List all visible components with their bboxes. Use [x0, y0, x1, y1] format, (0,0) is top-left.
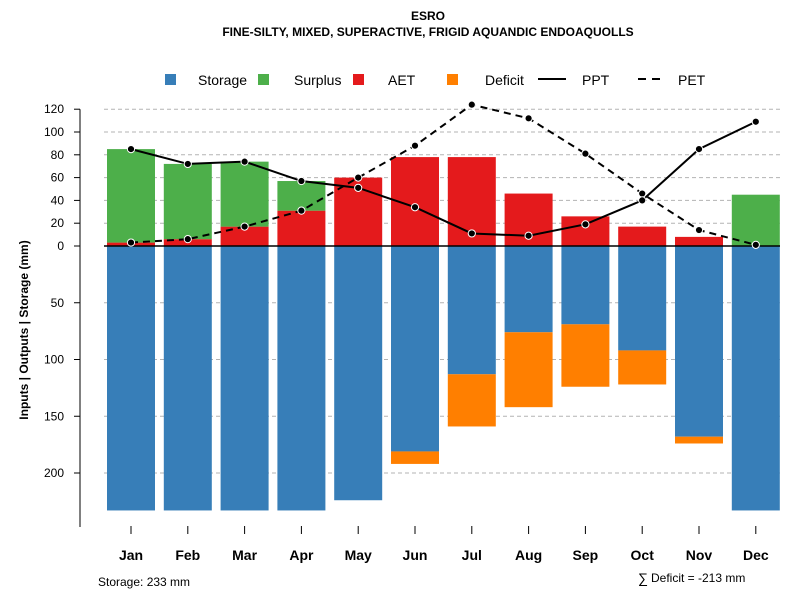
x-tick-label: Apr: [289, 547, 314, 563]
storage-note: Storage: 233 mm: [98, 575, 190, 589]
pet-point: [126, 238, 136, 247]
aet-bar: [618, 226, 667, 246]
deficit-bar: [391, 451, 439, 464]
x-tick-label: Aug: [515, 547, 542, 563]
ppt-point: [240, 157, 249, 166]
storage-bar: [618, 246, 667, 351]
storage-bar: [504, 246, 553, 333]
pet-point: [694, 225, 704, 235]
x-tick-label: Oct: [631, 547, 655, 563]
legend-label: PET: [678, 72, 706, 88]
x-tick-label: Feb: [175, 547, 200, 563]
pet-line: [130, 103, 757, 246]
storage-bar: [391, 246, 439, 452]
legend-swatch: [353, 74, 364, 85]
storage-bar: [675, 246, 723, 437]
ppt-point: [581, 220, 590, 229]
y-tick-label: 60: [51, 171, 65, 185]
y-tick-label: 150: [44, 409, 64, 423]
y-axis-label: Inputs | Outputs | Storage (mm): [17, 240, 31, 419]
deficit-bar: [561, 324, 610, 387]
surplus-bar: [163, 163, 212, 240]
storage-bar: [277, 246, 326, 511]
ppt-point: [410, 203, 420, 212]
ppt-point: [751, 117, 760, 126]
legend-label: AET: [388, 72, 416, 88]
chart-title: ESRO: [411, 9, 445, 23]
pet-point: [581, 149, 590, 158]
legend-swatch: [258, 74, 269, 85]
pet-point: [183, 235, 192, 244]
storage-bar: [731, 246, 780, 511]
legend-swatch: [447, 74, 458, 85]
y-tick-label: 0: [57, 239, 64, 253]
ppt-point: [354, 183, 363, 192]
legend-label: PPT: [582, 72, 610, 88]
y-tick-label: 40: [51, 193, 65, 207]
legend: Storage Surplus AET Deficit PPT PET: [165, 72, 706, 88]
axes: 0 20 40 60 80 100 120 50 100 150 200 Jan Feb Mar Apr Ma…: [44, 102, 769, 563]
deficit-bar: [675, 436, 723, 444]
pet-point: [297, 206, 306, 215]
y-tick-label: 20: [51, 216, 65, 230]
surplus-bar: [220, 161, 269, 227]
deficit-bar: [504, 332, 553, 408]
surplus-bar: [107, 149, 155, 243]
chart-subtitle: FINE-SILTY, MIXED, SUPERACTIVE, FRIGID A…: [222, 25, 633, 39]
pet-point: [638, 189, 647, 198]
storage-bar: [561, 246, 610, 325]
y-tick-label: 200: [44, 466, 64, 480]
ppt-point: [183, 159, 192, 169]
ppt-point: [694, 145, 704, 154]
legend-label: Surplus: [294, 72, 341, 88]
legend-label: Deficit: [485, 72, 524, 88]
x-tick-label: Mar: [232, 547, 257, 563]
y-tick-label: 50: [51, 296, 65, 310]
storage-bar: [334, 246, 383, 501]
series-lines: [126, 100, 760, 249]
sum-icon: ∑: [638, 570, 648, 586]
deficit-note: Deficit = -213 mm: [651, 571, 745, 585]
x-tick-label: May: [345, 547, 372, 563]
storage-bar: [447, 246, 496, 375]
deficit-bar: [447, 374, 496, 427]
legend-swatch: [165, 74, 176, 85]
pet-point: [524, 114, 533, 123]
aet-bar: [277, 210, 326, 246]
pet-point: [354, 173, 363, 182]
x-tick-label: Sep: [573, 547, 599, 563]
storage-bar: [163, 246, 212, 511]
bars: [107, 149, 780, 511]
ppt-point: [524, 231, 533, 240]
y-tick-label: 100: [44, 125, 64, 139]
y-tick-label: 100: [44, 353, 64, 367]
ppt-point: [126, 145, 136, 154]
x-tick-label: Nov: [686, 547, 713, 563]
surplus-bar: [277, 181, 326, 211]
pet-point: [240, 222, 249, 231]
aet-bar: [220, 226, 269, 246]
x-tick-label: Jan: [119, 547, 143, 563]
ppt-line: [130, 120, 757, 237]
y-tick-label: 120: [44, 102, 64, 116]
ppt-point: [297, 176, 306, 186]
x-tick-label: Jun: [403, 547, 428, 563]
ppt-point: [467, 229, 476, 238]
ppt-point: [638, 196, 647, 205]
x-tick-label: Jul: [462, 547, 482, 563]
pet-point: [467, 100, 476, 109]
pet-point: [410, 141, 420, 150]
storage-bar: [107, 246, 155, 511]
x-tick-label: Dec: [743, 547, 769, 563]
y-tick-label: 80: [51, 148, 65, 162]
pet-point: [751, 240, 760, 249]
legend-label: Storage: [198, 72, 247, 88]
deficit-bar: [618, 350, 667, 385]
aet-bar: [675, 236, 723, 246]
surplus-bar: [731, 194, 780, 246]
storage-bar: [220, 246, 269, 511]
